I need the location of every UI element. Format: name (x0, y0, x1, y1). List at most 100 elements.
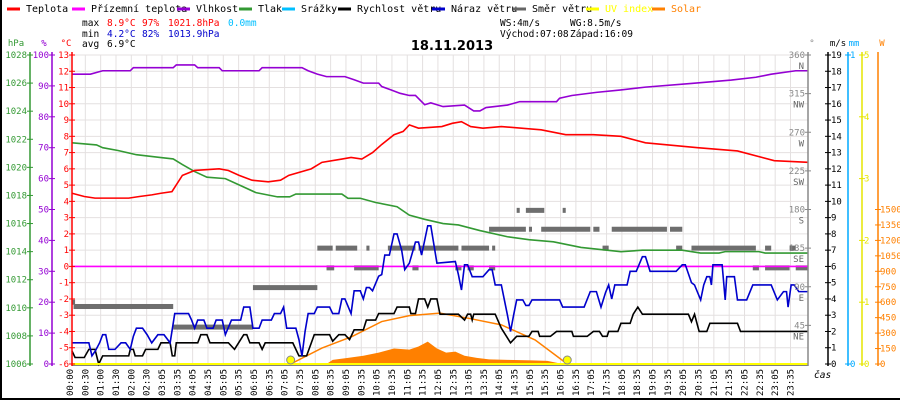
wind-direction-mark (73, 303, 174, 309)
wind-direction-mark (676, 245, 683, 251)
wind-tick-label: 10 (831, 197, 842, 207)
humidity-tick-label: 80 (38, 113, 49, 123)
stats-avg-temp: 6.9°C (107, 39, 136, 50)
series-rychlost-větru (71, 298, 808, 367)
wind-tick-label: 9 (831, 214, 836, 224)
x-tick-label: 01:00 (97, 369, 107, 396)
wind-tick-label: 6 (831, 262, 836, 272)
solar-tick-label: 900 (880, 267, 896, 277)
legend-item-label: Náraz větru (451, 3, 517, 15)
x-tick-label: 18:35 (633, 369, 643, 396)
wind-direction-mark (525, 207, 545, 213)
stats-min-label: min (82, 29, 99, 40)
wind-tick-label: 13 (831, 149, 842, 159)
solar-tick-label: 300 (880, 329, 896, 339)
wind-tick-label: 5 (831, 279, 836, 289)
wind-direction-mark (528, 226, 532, 232)
humidity-tick-label: 100 (33, 51, 49, 61)
solar-tick-label: 600 (880, 298, 896, 308)
grid: 00:00 00:30 01:00 01:30 02:00 02:30 03:05 03:35… (66, 54, 808, 396)
wind-direction-mark (418, 245, 459, 251)
temperature-tick-label: 8 (64, 132, 69, 142)
temperature-tick-label: 5 (64, 181, 69, 191)
wind-direction-mark (317, 245, 333, 251)
wind-tick-label: 7 (831, 246, 836, 256)
direction-tick-label: 180 (789, 206, 805, 216)
humidity-tick-label: 70 (38, 144, 49, 154)
pressure-tick-label: 1026 (5, 79, 27, 89)
temperature-tick-label: -5 (58, 344, 69, 354)
solar-tick-label: 150 (880, 345, 896, 355)
x-tick-label: 06:35 (265, 369, 275, 396)
uv-tick-label: 4 (864, 113, 869, 123)
pressure-tick-label: 1028 (5, 51, 27, 61)
wind-direction-mark (765, 245, 772, 251)
wind-direction-mark (489, 226, 526, 232)
stats-max-press: 1021.8hPa (168, 18, 219, 29)
direction-tick-label: 225 (789, 167, 805, 177)
uv-tick-label: 0 (864, 360, 869, 370)
direction-compass-label: NW (793, 101, 804, 111)
x-tick-label: 23:35 (787, 369, 797, 396)
x-tick-label: 17:05 (587, 369, 597, 396)
wind-direction-mark (541, 226, 591, 232)
x-tick-label: 03:35 (173, 369, 183, 396)
wind-direction-mark (467, 265, 474, 271)
x-tick-label: 08:05 (311, 369, 321, 396)
temperature-tick-label: 6 (64, 165, 69, 175)
legend-item-label: Směr větru (532, 3, 592, 15)
wind-direction-mark (489, 265, 496, 271)
direction-compass-label: W (799, 139, 805, 149)
x-tick-label: 00:30 (81, 369, 91, 396)
x-tick-label: 15:05 (526, 369, 536, 396)
pressure-tick-label: 1008 (5, 332, 27, 342)
wind-direction-mark (252, 285, 318, 291)
wind-direction-mark (354, 265, 379, 271)
series-layer (71, 64, 809, 367)
stats-max-rain: 0.0mm (228, 18, 257, 29)
temperature-tick-label: 7 (64, 149, 69, 159)
wind-tick-label: 14 (831, 132, 842, 142)
wind-tick-label: 16 (831, 100, 842, 110)
temperature-tick-label: 3 (64, 214, 69, 224)
stats-max-temp: 8.9°C (107, 18, 136, 29)
temperature-tick-label: -1 (58, 279, 69, 289)
wind-tick-label: 17 (831, 84, 842, 94)
x-tick-label: 21:05 (710, 369, 720, 396)
legend-item-label: Srážky (301, 3, 337, 15)
series-teplota (71, 120, 809, 199)
legend-item-label: Přízemní teplota (91, 3, 187, 15)
chart-title: 18.11.2013 (411, 39, 493, 54)
wind-tick-label: 8 (831, 230, 836, 240)
temperature-tick-label: 13 (58, 51, 69, 61)
legend-item-label: Tlak (258, 4, 282, 15)
x-tick-label: 05:35 (235, 369, 245, 396)
wind-direction-mark (455, 265, 462, 271)
temperature-tick-label: 9 (64, 116, 69, 126)
pressure-tick-label: 1022 (5, 135, 27, 145)
x-tick-label: 10:35 (388, 369, 398, 396)
x-tick-label: 19:35 (664, 369, 674, 396)
solar-tick-label: 1050 (880, 252, 900, 262)
temperature-tick-label: 0 (64, 262, 69, 272)
x-tick-label: 16:05 (557, 369, 567, 396)
humidity-tick-label: 30 (38, 267, 49, 277)
stats-max-hum: 97% (142, 18, 159, 29)
wind-direction-mark (752, 265, 759, 271)
wind-tick-label: 12 (831, 165, 842, 175)
pressure-tick-label: 1010 (5, 304, 27, 314)
humidity-tick-label: 60 (38, 175, 49, 185)
stats-sunrise: Východ:07:08 (500, 29, 569, 40)
temperature-tick-label: 4 (64, 197, 69, 207)
legend-item-label: UV index (605, 4, 653, 15)
wind-direction-mark (795, 265, 808, 271)
x-tick-label: 20:35 (695, 369, 705, 396)
direction-compass-label: S (799, 217, 804, 227)
x-tick-label: 07:35 (296, 369, 306, 396)
pressure-unit-label: hPa (8, 39, 24, 49)
pressure-tick-label: 1016 (5, 220, 27, 230)
x-tick-label: 00:00 (66, 369, 76, 396)
pressure-tick-label: 1020 (5, 163, 27, 173)
